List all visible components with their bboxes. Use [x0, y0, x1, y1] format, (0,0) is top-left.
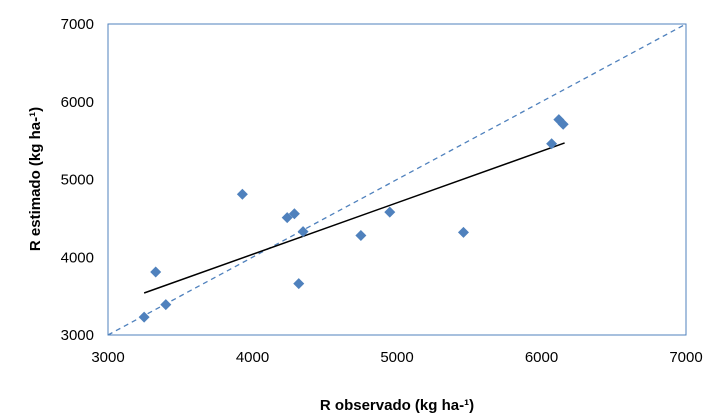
x-tick-label: 4000 — [236, 349, 269, 366]
data-point — [138, 311, 150, 323]
data-point — [384, 206, 396, 218]
regression-line-layer — [143, 142, 565, 294]
data-point — [160, 299, 172, 311]
x-tick-label: 3000 — [91, 349, 124, 366]
data-point — [557, 118, 569, 130]
x-axis-title: R observado (kg ha-¹) — [320, 397, 474, 414]
identity-line-layer — [107, 23, 687, 336]
data-point — [281, 212, 293, 224]
y-tick-label: 7000 — [61, 16, 94, 33]
y-tick-label: 4000 — [61, 249, 94, 266]
data-point — [457, 226, 469, 238]
data-point — [293, 278, 305, 290]
x-axis-ticks: 3000 4000 5000 6000 7000 — [91, 349, 702, 366]
y-tick-label: 5000 — [61, 172, 94, 189]
x-tick-label: 6000 — [525, 349, 558, 366]
x-tick-label: 5000 — [380, 349, 413, 366]
y-axis-ticks: 3000 4000 5000 6000 7000 — [61, 16, 94, 344]
data-point — [236, 188, 248, 200]
identity-line — [107, 23, 687, 336]
y-tick-label: 3000 — [61, 327, 94, 344]
data-point — [297, 226, 309, 238]
y-axis-title: R estimado (kg ha-¹) — [27, 107, 44, 251]
x-tick-label: 7000 — [669, 349, 702, 366]
data-point — [150, 266, 162, 278]
regression-line — [143, 142, 565, 294]
data-point — [546, 138, 558, 150]
data-point — [355, 229, 367, 241]
y-tick-label: 6000 — [61, 94, 94, 111]
data-point — [288, 208, 300, 220]
data-points — [138, 114, 569, 323]
